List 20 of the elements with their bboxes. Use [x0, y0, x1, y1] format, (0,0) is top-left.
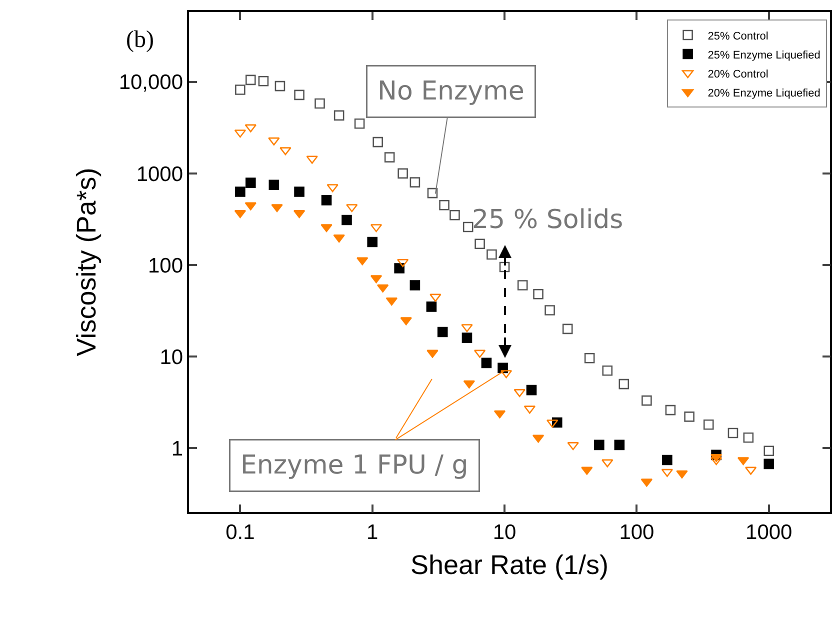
text: (b): [126, 27, 154, 53]
x-tick-label: 0.1: [226, 520, 255, 544]
legend-label: 25% Control: [708, 30, 768, 42]
x-tick-label: 1000: [746, 520, 792, 544]
y-axis-title: Viscosity (Pa*s): [71, 168, 102, 356]
annotation: Enzyme 1 FPU / g: [240, 450, 468, 480]
legend-label: 25% Enzyme Liquefied: [708, 49, 820, 62]
annotation: No Enzyme: [378, 76, 524, 106]
y-tick-label: 1000: [136, 162, 184, 186]
y-tick-label: 10,000: [118, 71, 184, 94]
y-tick-label: 1: [171, 437, 184, 460]
legend-label: 20% Enzyme Liquefied: [708, 87, 820, 100]
x-tick-label: 100: [619, 520, 654, 544]
x-axis-title: Shear Rate (1/s): [410, 550, 609, 580]
y-tick-label: 10: [160, 346, 184, 369]
annotation: 25 % Solids: [472, 205, 624, 235]
x-tick-label: 10: [492, 520, 516, 544]
legend-label: 20% Control: [708, 68, 768, 80]
x-tick-label: 1: [366, 520, 378, 544]
y-tick-label: 100: [148, 254, 184, 278]
